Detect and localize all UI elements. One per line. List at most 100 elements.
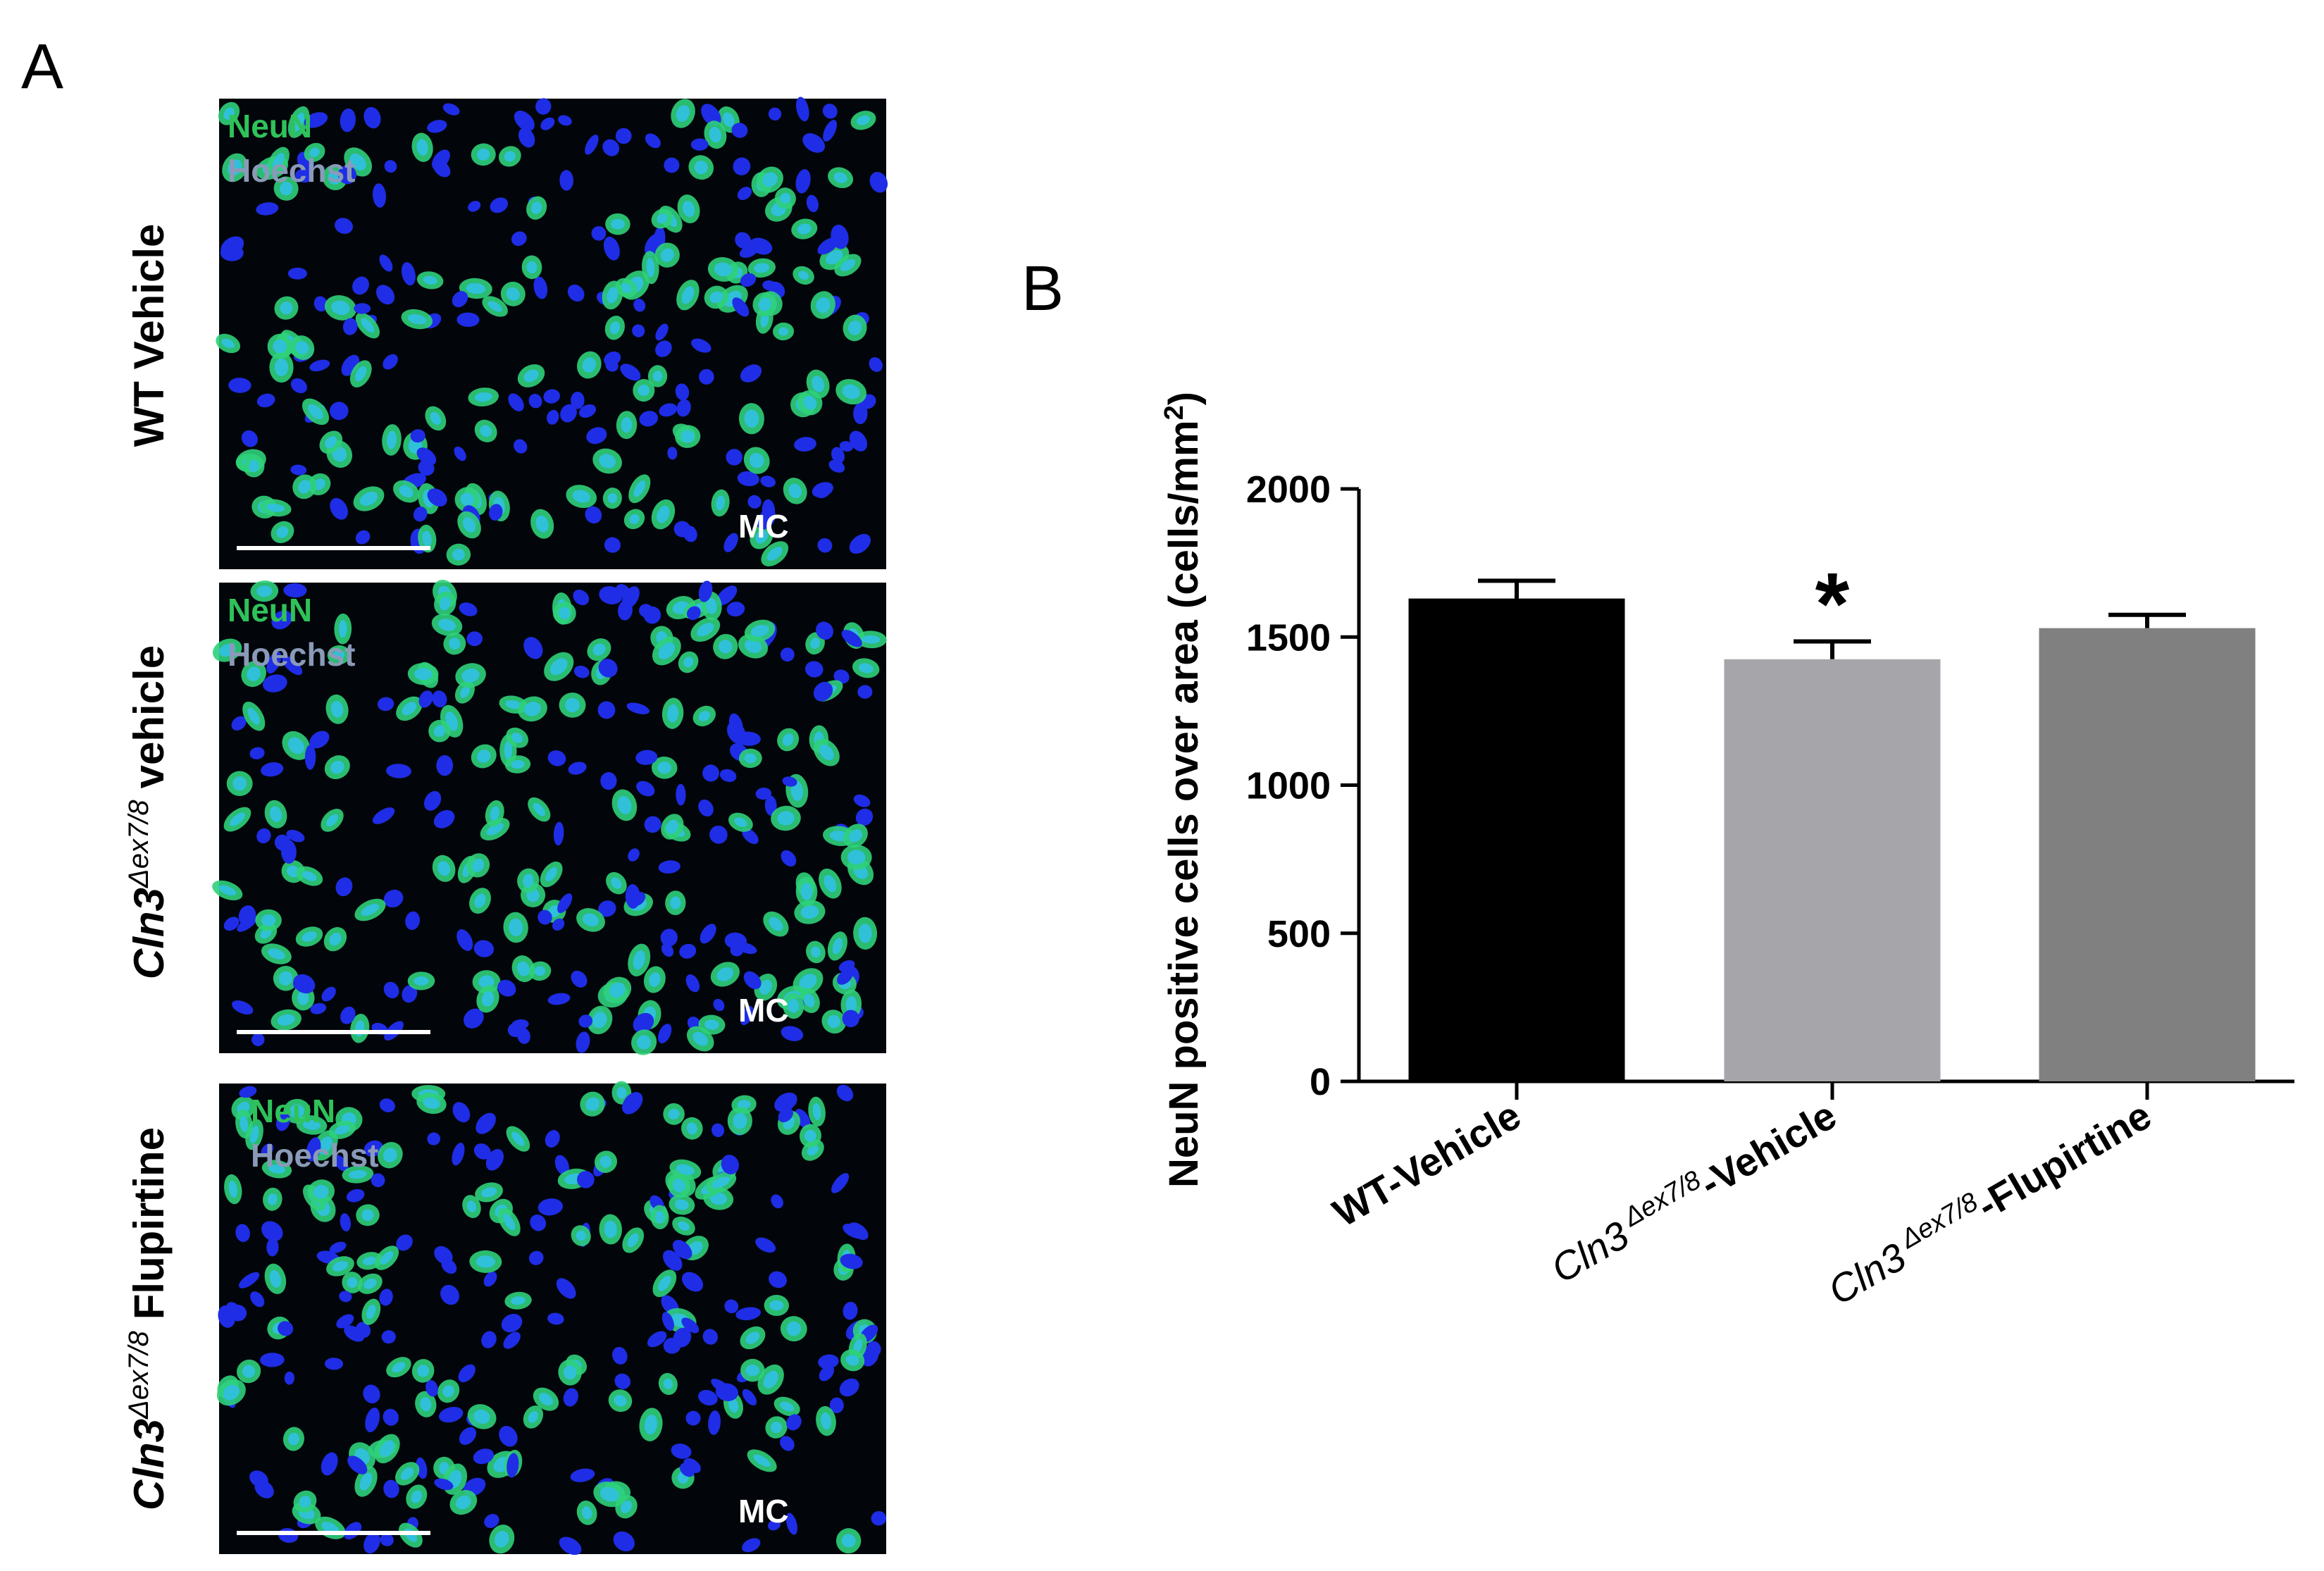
nucleus (476, 750, 491, 763)
nucleus (433, 159, 451, 178)
nucleus (866, 1341, 881, 1357)
nucleus (691, 338, 712, 353)
nucleus (810, 638, 821, 650)
nucleus (819, 744, 834, 761)
nucleus (781, 850, 797, 867)
nucleus (528, 1410, 538, 1423)
nucleus (616, 1086, 627, 1099)
nucleus (466, 282, 486, 294)
nucleus (716, 967, 734, 981)
y-axis-label-part: NeuN positive cells over area (cells/mm (1161, 420, 1207, 1188)
nucleus (418, 690, 433, 708)
nucleus (481, 1331, 497, 1348)
y-tick-label: 1500 (1246, 616, 1331, 659)
nucleus (277, 1014, 295, 1026)
nucleus (737, 942, 757, 955)
nucleus (578, 404, 597, 418)
nucleus (325, 814, 339, 827)
nucleus (762, 172, 778, 187)
nucleus (338, 620, 347, 638)
nucleus (361, 318, 375, 333)
nucleus (858, 924, 872, 943)
nucleus (223, 1384, 240, 1401)
nucleus (405, 911, 421, 931)
nucleus (794, 437, 816, 452)
nucleus (740, 273, 757, 287)
nucleus (706, 597, 717, 614)
nucleus (410, 429, 425, 443)
nucleus (758, 297, 771, 311)
bar (1408, 598, 1625, 1081)
nucleus (514, 439, 528, 454)
region-label: MC (738, 508, 789, 545)
nucleus (452, 291, 468, 308)
nucleus (533, 802, 545, 816)
nucleus (845, 1355, 859, 1366)
nucleus (497, 979, 516, 997)
nucleus (549, 658, 568, 676)
nucleus (442, 1385, 454, 1398)
nucleus (607, 287, 619, 304)
row-label-part: vehicle (125, 645, 173, 788)
nucleus (464, 1008, 484, 1029)
nucleus (704, 1019, 719, 1030)
nucleus (802, 133, 826, 153)
nucleus (531, 201, 542, 214)
nucleus (436, 755, 454, 776)
nucleus (568, 762, 587, 775)
nucleus (831, 1173, 850, 1193)
nucleus (700, 924, 716, 944)
nucleus (414, 668, 433, 681)
nucleus (516, 961, 530, 976)
nucleus (815, 485, 831, 499)
nucleus (740, 364, 762, 383)
x-tick-label-part: -Vehicle (1692, 1093, 1844, 1205)
nucleus (698, 799, 714, 816)
channel-label: NeuN (228, 108, 312, 144)
nucleus (383, 1479, 399, 1498)
nucleus (817, 538, 833, 553)
nucleus (743, 971, 762, 990)
nucleus (585, 506, 602, 524)
nucleus (762, 280, 778, 291)
nucleus (359, 492, 378, 506)
nucleus (455, 1495, 471, 1510)
nucleus (847, 850, 866, 865)
nucleus (849, 430, 867, 452)
nucleus (639, 604, 654, 618)
nucleus (355, 530, 371, 545)
nucleus (836, 1084, 854, 1102)
nucleus (505, 700, 522, 709)
nucleus (612, 1346, 628, 1365)
nucleus (841, 629, 862, 647)
nucleus (553, 821, 564, 846)
micrograph (212, 580, 887, 1055)
nucleus (818, 1354, 839, 1370)
nucleus (585, 135, 599, 155)
nucleus (361, 1209, 374, 1222)
nucleus (611, 877, 622, 889)
nucleus (664, 157, 680, 173)
nucleus (250, 1291, 265, 1308)
nucleus (330, 760, 344, 774)
nucleus (685, 1410, 701, 1426)
nucleus (261, 1143, 274, 1157)
nucleus (452, 1102, 471, 1123)
nucleus (609, 982, 626, 998)
nucleus (631, 892, 646, 906)
nucleus (670, 896, 681, 909)
nucleus (796, 97, 809, 122)
nucleus (309, 147, 320, 158)
nucleus (356, 1322, 371, 1339)
nucleus (249, 747, 265, 759)
nucleus (655, 340, 672, 357)
nucleus (533, 276, 548, 299)
nucleus (534, 966, 546, 976)
nucleus (256, 202, 279, 216)
nucleus (659, 403, 678, 417)
nucleus (313, 1184, 329, 1199)
nucleus (613, 1531, 635, 1552)
nucleus (709, 291, 723, 304)
nucleus (733, 1112, 747, 1129)
nucleus (658, 1275, 671, 1291)
